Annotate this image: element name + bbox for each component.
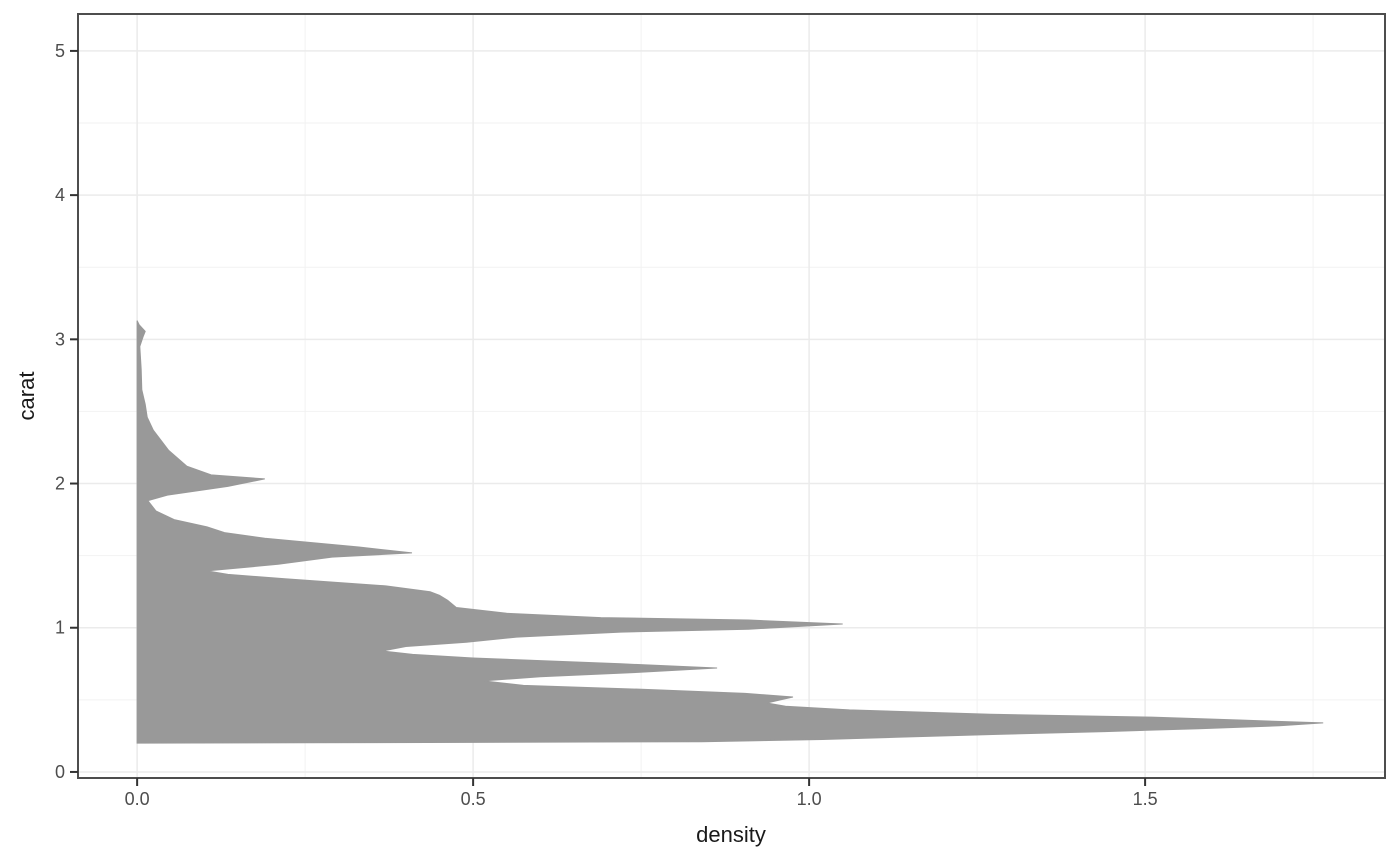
density-area: [136, 320, 1324, 744]
y-tick-label: 4: [55, 185, 65, 205]
y-tick-label: 2: [55, 474, 65, 494]
y-tick-label: 3: [55, 329, 65, 349]
y-tick-label: 0: [55, 762, 65, 782]
y-tick-label: 5: [55, 41, 65, 61]
y-tick-label: 1: [55, 618, 65, 638]
x-tick-label: 0.5: [461, 789, 486, 809]
x-tick-label: 0.0: [125, 789, 150, 809]
x-axis-title: density: [696, 822, 766, 847]
panel-border: [77, 13, 1386, 779]
x-tick-label: 1.0: [797, 789, 822, 809]
y-axis-title: carat: [14, 371, 39, 421]
x-tick-label: 1.5: [1133, 789, 1158, 809]
